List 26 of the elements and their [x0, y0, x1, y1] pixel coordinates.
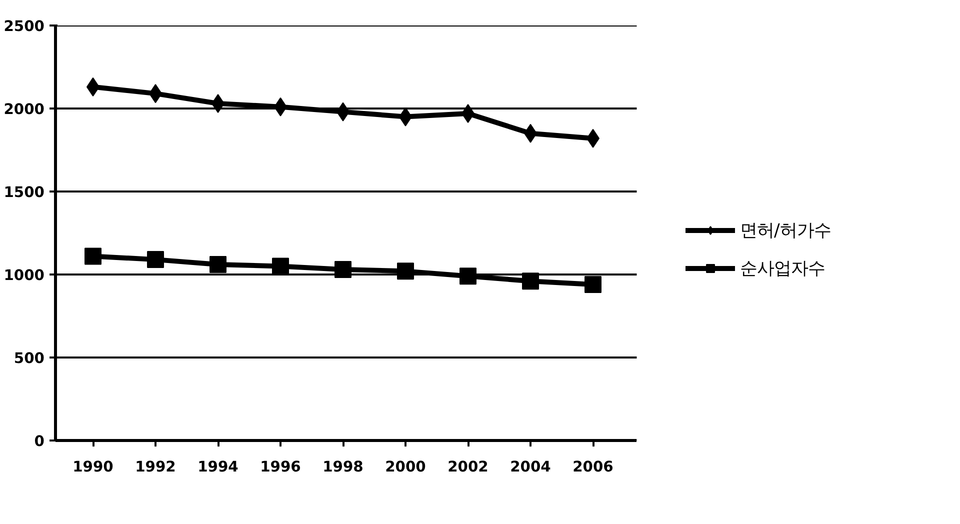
point — [272, 258, 289, 275]
y-tick-label: 2000 — [4, 101, 45, 118]
x-tick-label: 1992 — [135, 458, 176, 476]
y-tick-label: 1500 — [4, 184, 45, 201]
point — [522, 272, 539, 290]
y-tick-label: 0 — [34, 433, 45, 450]
y-tick-label: 1000 — [4, 267, 45, 284]
x-tick-label: 2006 — [572, 458, 614, 476]
point — [210, 256, 226, 274]
x-tick-label: 2000 — [385, 458, 426, 476]
y-tick-label: 500 — [14, 350, 44, 367]
x-tick-label: 2002 — [448, 458, 488, 476]
x-tick-label: 2004 — [510, 458, 551, 476]
x-tick-label: 1996 — [260, 458, 301, 476]
x-tick-label: 1990 — [72, 458, 114, 476]
point — [147, 251, 164, 268]
point — [334, 261, 352, 278]
x-tick-label: 1994 — [198, 458, 238, 476]
y-tick-label: 2500 — [4, 18, 45, 35]
point — [460, 268, 476, 285]
point — [584, 276, 602, 293]
x-tick-label: 1998 — [322, 458, 364, 476]
point — [84, 248, 102, 265]
legend-label: 순사업자수 — [740, 258, 825, 280]
point — [397, 262, 414, 280]
legend-label: 면허/허가수 — [740, 220, 831, 242]
